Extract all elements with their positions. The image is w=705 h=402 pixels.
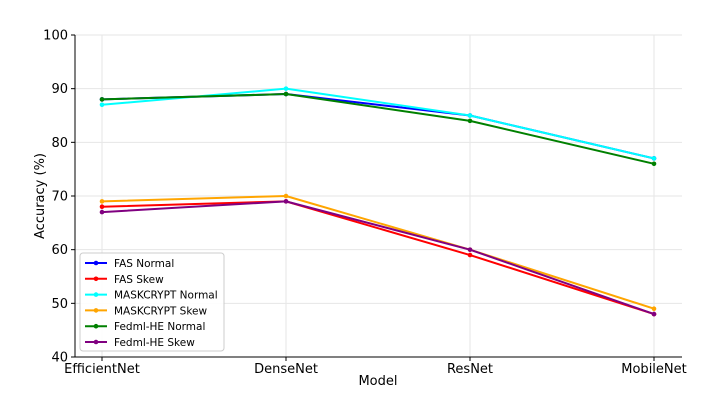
x-tick-label: EfficientNet — [64, 362, 140, 377]
legend-label: FAS Skew — [114, 274, 164, 286]
y-axis-label: Accuracy (%) — [33, 153, 48, 239]
legend-marker — [93, 260, 99, 266]
data-point — [467, 252, 473, 258]
y-tick-label: 80 — [51, 136, 68, 151]
data-point — [651, 311, 657, 317]
legend-marker — [93, 339, 99, 345]
y-tick-label: 100 — [43, 29, 68, 44]
y-tick-label: 70 — [51, 190, 68, 205]
data-point — [651, 161, 657, 167]
legend-marker — [93, 292, 99, 297]
data-point — [283, 193, 289, 199]
series-line — [101, 200, 655, 316]
legend-marker — [93, 276, 99, 282]
data-point — [283, 91, 289, 97]
y-tick-label: 60 — [51, 243, 68, 258]
data-point — [99, 97, 105, 102]
x-tick-label: DenseNet — [254, 362, 318, 377]
series-lines — [99, 86, 657, 317]
legend-label: MASKCRYPT Skew — [114, 305, 208, 317]
x-tick-label: MobileNet — [621, 362, 686, 377]
series-line — [101, 87, 655, 160]
data-point — [99, 102, 105, 108]
series-line — [101, 195, 655, 310]
x-tick-label: ResNet — [447, 362, 493, 377]
y-tick-label: 40 — [51, 351, 68, 366]
data-point — [99, 204, 105, 210]
legend: FAS Normal FAS Skew MASKCRYPT Normal MASKCR… — [79, 252, 225, 352]
legend-box — [79, 252, 225, 352]
data-point — [467, 113, 473, 118]
y-ticks: 40 50 60 70 80 90 100 — [43, 29, 75, 366]
data-point — [283, 86, 289, 91]
data-point — [99, 209, 105, 215]
legend-label: MASKCRYPT Normal — [114, 290, 218, 302]
x-ticks: EfficientNet DenseNet ResNet MobileNet — [64, 357, 687, 377]
data-point — [651, 306, 657, 312]
series-line — [101, 200, 655, 316]
data-point — [467, 118, 473, 124]
y-tick-label: 50 — [51, 297, 68, 312]
legend-label: Fedml-HE Skew — [114, 337, 195, 349]
legend-label: Fedml-HE Normal — [114, 321, 205, 333]
data-point — [283, 199, 289, 204]
y-tick-label: 90 — [51, 82, 68, 97]
data-point — [99, 199, 105, 204]
legend-marker — [93, 323, 99, 329]
data-point — [467, 247, 473, 252]
x-axis-label: Model — [358, 374, 397, 389]
data-point — [651, 156, 657, 161]
series-line — [101, 93, 655, 160]
legend-marker — [93, 308, 99, 313]
series-line — [101, 93, 655, 165]
legend-label: FAS Normal — [114, 258, 174, 270]
